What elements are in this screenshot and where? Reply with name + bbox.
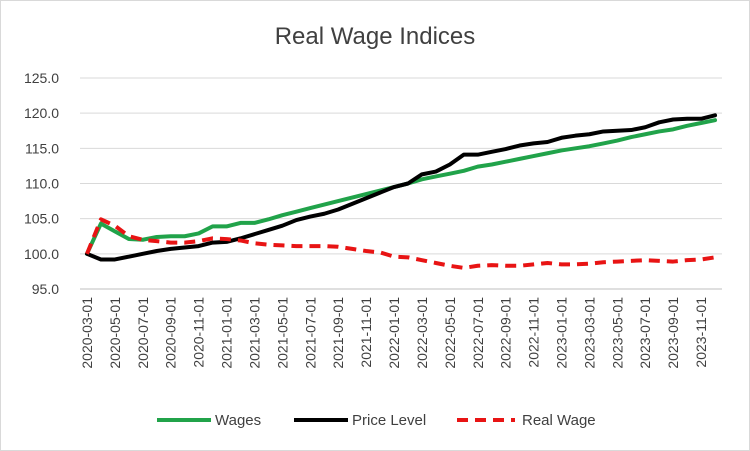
x-tick-label: 2022-01-01 [386,297,402,369]
legend-label: Price Level [352,412,426,429]
y-tick-label: 95.0 [32,281,59,297]
series-line-price-level [84,113,718,262]
y-tick-label: 125.0 [24,70,59,86]
x-tick-label: 2020-03-01 [79,297,95,369]
y-tick-label: 100.0 [24,246,59,262]
x-tick-label: 2023-07-01 [637,297,653,369]
x-tick-label: 2022-05-01 [442,297,458,369]
y-tick-label: 115.0 [25,140,59,156]
x-tick-label: 2020-09-01 [163,297,179,369]
y-axis-tick-labels: 95.0 100.0 105.0 110.0 115.0 120.0 125.0 [24,70,59,297]
legend: Wages Price Level Real Wage [157,412,596,429]
x-tick-label: 2021-01-01 [219,297,235,369]
x-tick-label: 2022-09-01 [498,297,514,369]
series-line-real-wage [85,217,716,270]
chart-title: Real Wage Indices [275,23,476,50]
x-tick-label: 2023-03-01 [581,297,597,369]
y-tick-label: 120.0 [24,105,59,121]
x-tick-label: 2022-11-01 [526,297,542,368]
legend-label: Real Wage [522,412,596,429]
y-tick-label: 110.0 [25,176,59,192]
x-tick-label: 2023-05-01 [609,297,625,369]
x-tick-label: 2021-05-01 [274,297,290,369]
x-tick-label: 2022-03-01 [414,297,430,369]
x-tick-label: 2022-07-01 [470,297,486,369]
x-tick-label: 2023-09-01 [665,297,681,369]
x-tick-label: 2021-07-01 [302,297,318,369]
y-tick-label: 105.0 [24,211,59,227]
x-tick-label: 2020-11-01 [191,297,207,368]
x-tick-label: 2020-07-01 [135,297,151,369]
x-tick-label: 2020-05-01 [107,297,123,369]
series-lines [84,113,718,270]
x-tick-label: 2021-03-01 [246,297,262,369]
x-axis-tick-labels: 2020-03-01 2020-05-01 2020-07-01 2020-09-01… [79,297,709,369]
x-tick-label: 2023-01-01 [554,297,570,369]
x-tick-label: 2023-11-01 [693,297,709,368]
x-tick-label: 2021-09-01 [330,297,346,369]
legend-label: Wages [215,412,261,429]
x-tick-label: 2021-11-01 [358,297,374,368]
